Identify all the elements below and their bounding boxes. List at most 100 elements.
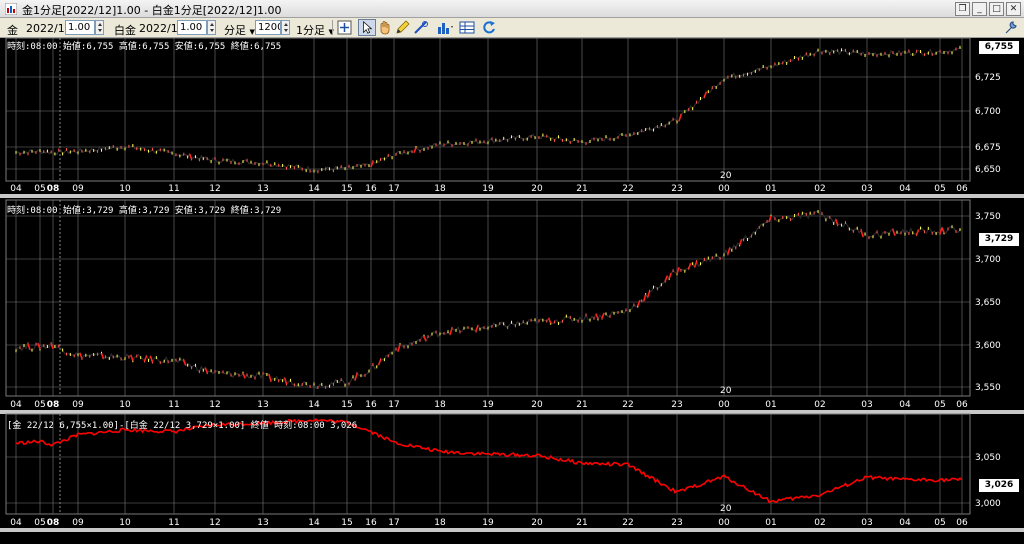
chart-area[interactable]: 04 05 08 09 10 11 12 13 14 15 16 17 18 19 20 21 22 23 00 01…: [0, 38, 1024, 544]
x-tick-label: 19: [482, 184, 494, 194]
price-move-highlight: [727, 247, 731, 255]
line-tool-icon[interactable]: [412, 19, 430, 36]
x-tick-label: 11: [168, 518, 179, 528]
gold-last-price-tag: 6,755: [979, 41, 1019, 54]
price-move-highlight: [703, 91, 708, 97]
refresh-icon[interactable]: [480, 19, 498, 36]
x-tick-label: 20: [531, 184, 543, 194]
y-tick-label: 3,650: [975, 298, 1001, 308]
period-dropdown[interactable]: 1分足 ▼: [296, 22, 334, 38]
day-marker-label: 20: [720, 504, 732, 514]
x-tick-label: 11: [168, 400, 179, 410]
price-move-highlight: [547, 317, 552, 324]
chevron-down-icon: ▼: [249, 28, 255, 36]
bars-count-spinner[interactable]: [281, 20, 290, 35]
y-tick-label: 3,750: [975, 212, 1001, 222]
chart-type-icon[interactable]: [436, 19, 454, 36]
x-tick-label: 14: [308, 518, 320, 528]
x-tick-label: 04: [10, 184, 22, 194]
x-tick-label: 09: [72, 400, 84, 410]
x-tick-label: 04: [899, 400, 911, 410]
pane-splitter: [0, 528, 1024, 532]
x-tick-label: 17: [388, 400, 399, 410]
close-button[interactable]: ✕: [1006, 2, 1021, 16]
x-tick-label: 01: [765, 518, 776, 528]
x-tick-label: 03: [861, 184, 872, 194]
chart-canvas[interactable]: 04 05 08 09 10 11 12 13 14 15 16 17 18 19 20 21 22 23 00 01…: [0, 38, 1024, 544]
title-bar: 金1分足[2022/12]1.00 - 白金1分足[2022/12]1.00 ❐…: [0, 0, 1024, 18]
x-tick-label: 15: [341, 400, 352, 410]
y-tick-label: 6,650: [975, 165, 1001, 175]
x-tick-label: 20: [531, 400, 543, 410]
price-move-highlight: [892, 229, 896, 236]
app-icon: [5, 3, 17, 15]
x-tick-label: 10: [119, 400, 131, 410]
price-move-highlight: [915, 229, 920, 235]
symbol2-ratio-input[interactable]: [177, 20, 207, 35]
x-tick-label: 12: [209, 184, 220, 194]
x-tick-label: 21: [576, 518, 587, 528]
symbol2-label: 白金: [114, 24, 136, 37]
y-tick-label: 6,725: [975, 73, 1001, 83]
x-tick-label: 08: [47, 518, 60, 528]
price-move-highlight: [397, 344, 401, 352]
x-tick-label: 06: [956, 518, 968, 528]
price-move-highlight: [601, 312, 605, 319]
cursor-icon[interactable]: [358, 19, 376, 36]
minimize-button[interactable]: _: [972, 2, 987, 16]
price-move-highlight: [678, 114, 682, 122]
x-tick-label: 09: [72, 184, 84, 194]
symbol1-ratio-spinner[interactable]: [95, 20, 104, 35]
x-tick-label: 04: [899, 518, 911, 528]
x-tick-label: 19: [482, 400, 494, 410]
x-tick-label: 18: [434, 400, 446, 410]
x-tick-label: 08: [47, 184, 60, 194]
symbol2-contract[interactable]: 2022/12: [139, 22, 185, 35]
symbol1-ratio-input[interactable]: [65, 20, 95, 35]
table-icon[interactable]: [458, 19, 476, 36]
price-move-highlight: [668, 272, 672, 279]
chevron-down-icon: ▼: [329, 28, 334, 36]
day-marker-label: 20: [720, 171, 732, 181]
x-tick-label: 03: [861, 400, 872, 410]
restore-button[interactable]: ❐: [955, 2, 970, 16]
y-tick-label: 6,700: [975, 107, 1001, 117]
price-move-highlight: [693, 261, 698, 268]
y-tick-label: 3,600: [975, 341, 1001, 351]
pane-splitter: [0, 410, 1024, 414]
x-tick-label: 05: [34, 400, 45, 410]
unit-dropdown[interactable]: 分足 ▼: [224, 22, 255, 38]
x-tick-label: 10: [119, 518, 131, 528]
price-move-highlight: [834, 218, 839, 226]
x-tick-label: 16: [365, 184, 377, 194]
x-tick-label: 23: [671, 400, 682, 410]
x-tick-label: 06: [956, 400, 968, 410]
x-tick-label: 19: [482, 518, 494, 528]
price-move-highlight: [149, 355, 154, 363]
x-tick-label: 08: [47, 400, 60, 410]
x-tick-label: 02: [814, 518, 825, 528]
price-move-highlight: [79, 352, 83, 359]
settings-wrench-icon[interactable]: [1002, 19, 1020, 36]
symbol2-ratio-spinner[interactable]: [207, 20, 216, 35]
x-tick-label: 23: [671, 184, 682, 194]
x-tick-label: 14: [308, 400, 320, 410]
hand-icon[interactable]: [376, 19, 394, 36]
crosshair-icon[interactable]: [336, 19, 354, 36]
x-tick-label: 05: [934, 184, 945, 194]
x-tick-label: 05: [934, 518, 945, 528]
window-title: 金1分足[2022/12]1.00 - 白金1分足[2022/12]1.00: [22, 4, 282, 17]
price-move-highlight: [413, 147, 417, 153]
x-tick-label: 12: [209, 518, 220, 528]
price-move-highlight: [37, 343, 41, 350]
x-tick-label: 05: [34, 518, 45, 528]
x-tick-label: 05: [34, 184, 45, 194]
x-tick-label: 02: [814, 184, 825, 194]
maximize-button[interactable]: □: [989, 2, 1004, 16]
bars-count-input[interactable]: [255, 20, 281, 35]
x-tick-label: 13: [257, 184, 268, 194]
pencil-icon[interactable]: [394, 19, 412, 36]
price-move-highlight: [664, 275, 668, 282]
symbol1-contract[interactable]: 2022/12: [26, 22, 72, 35]
x-tick-label: 11: [168, 184, 179, 194]
